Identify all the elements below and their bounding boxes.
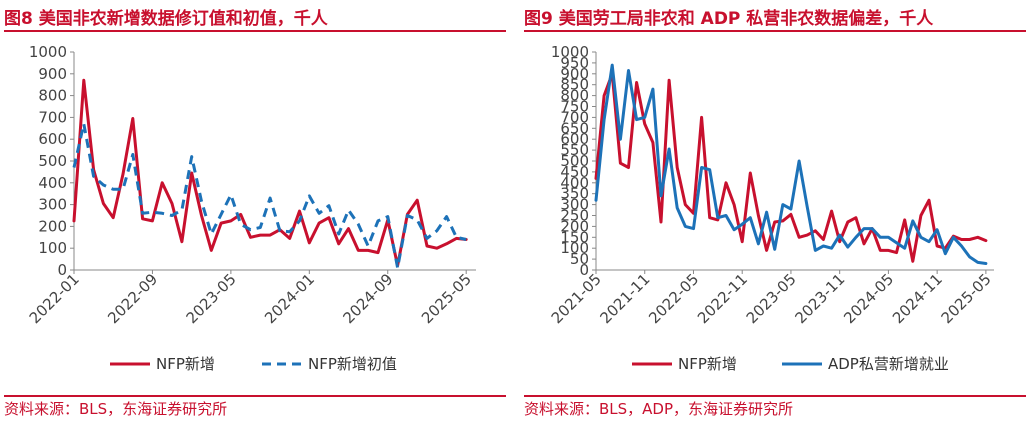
x-tick-label: 2025-05 <box>938 270 995 327</box>
x-tick-label: 2024-01 <box>261 270 318 327</box>
legend-label: NFP新增 <box>156 355 215 373</box>
y-tick-label: 1000 <box>551 43 589 61</box>
y-tick-label: 450 <box>560 163 589 181</box>
y-tick-label: 600 <box>38 130 67 148</box>
x-tick-label: 2023-05 <box>183 270 240 327</box>
x-tick-label: 2023-05 <box>743 270 800 327</box>
y-tick-label: 150 <box>560 228 589 246</box>
figure-9-title: 图9 美国劳工局非农和 ADP 私营非农数据偏差，千人 <box>524 9 934 29</box>
x-tick-label: 2022-01 <box>26 270 83 327</box>
y-tick-label: 0 <box>57 261 67 279</box>
y-tick-label: 700 <box>38 108 67 126</box>
y-tick-label: 850 <box>560 76 589 94</box>
figure-8-source: 资料来源：BLS，东海证券研究所 <box>4 400 228 418</box>
y-tick-label: 750 <box>560 98 589 116</box>
y-tick-label: 300 <box>38 196 67 214</box>
figure-8-top-rule <box>4 30 506 32</box>
y-tick-label: 100 <box>38 239 67 257</box>
x-tick-label: 2023-11 <box>791 270 848 327</box>
figure-8-panel: 图8 美国非农新增数据修订值和初值，千人 0 100 200 300 400 500 600… <box>4 0 510 424</box>
x-tick-label: 2024-09 <box>340 270 397 327</box>
y-tick-label: 200 <box>560 217 589 235</box>
x-tick-label: 2024-05 <box>840 270 897 327</box>
series-line-primary <box>72 78 468 268</box>
y-tick-label: 500 <box>38 152 67 170</box>
x-tick-label: 2022-05 <box>645 270 702 327</box>
x-tick-label: 2024-11 <box>889 270 946 327</box>
y-tick-label: 600 <box>560 130 589 148</box>
figure-9-bottom-rule <box>524 395 1026 397</box>
y-tick-label: 550 <box>560 141 589 159</box>
x-tick-label: 2021-11 <box>597 270 654 327</box>
y-tick-label: 400 <box>38 174 67 192</box>
y-tick-label: 800 <box>560 87 589 105</box>
legend-label: NFP新增 <box>678 355 737 373</box>
figure-9-chart: 0501001502002503003504004505005506006507… <box>548 43 995 373</box>
y-tick-label: 300 <box>560 196 589 214</box>
x-tick-label: 2025-05 <box>418 270 475 327</box>
y-tick-label: 250 <box>560 207 589 225</box>
y-tick-label: 350 <box>560 185 589 203</box>
y-tick-label: 0 <box>579 261 589 279</box>
figure-8-chart: 0 100 200 300 400 500 600 700 800 900 1000 2022-01 2… <box>26 43 476 373</box>
y-tick-label: 900 <box>560 65 589 83</box>
y-tick-label: 900 <box>38 65 67 83</box>
x-tick-label: 2022-11 <box>694 270 751 327</box>
series-line-secondary <box>72 122 467 270</box>
y-tick-label: 100 <box>560 239 589 257</box>
x-tick-label: 2021-05 <box>548 270 605 327</box>
figure-9-top-rule <box>524 30 1026 32</box>
figure-8-bottom-rule <box>4 395 506 397</box>
legend-label: ADP私营新增就业 <box>828 355 949 373</box>
y-tick-label: 700 <box>560 108 589 126</box>
y-tick-label: 1000 <box>29 43 67 61</box>
legend-label: NFP新增初值 <box>308 355 397 373</box>
series-line-secondary <box>594 63 988 265</box>
y-tick-label: 200 <box>38 217 67 235</box>
series-line-primary <box>594 72 988 263</box>
y-tick-label: 800 <box>38 87 67 105</box>
y-tick-label: 950 <box>560 54 589 72</box>
figure-8-title: 图8 美国非农新增数据修订值和初值，千人 <box>4 9 328 29</box>
y-tick-label: 500 <box>560 152 589 170</box>
y-tick-label: 650 <box>560 119 589 137</box>
figure-9-panel: 图9 美国劳工局非农和 ADP 私营非农数据偏差，千人 0 50 100 150 200… <box>524 0 1030 424</box>
y-tick-label: 50 <box>570 250 589 268</box>
y-tick-label: 400 <box>560 174 589 192</box>
figure-9-source: 资料来源：BLS，ADP，东海证券研究所 <box>524 400 794 418</box>
x-tick-label: 2022-09 <box>104 270 161 327</box>
